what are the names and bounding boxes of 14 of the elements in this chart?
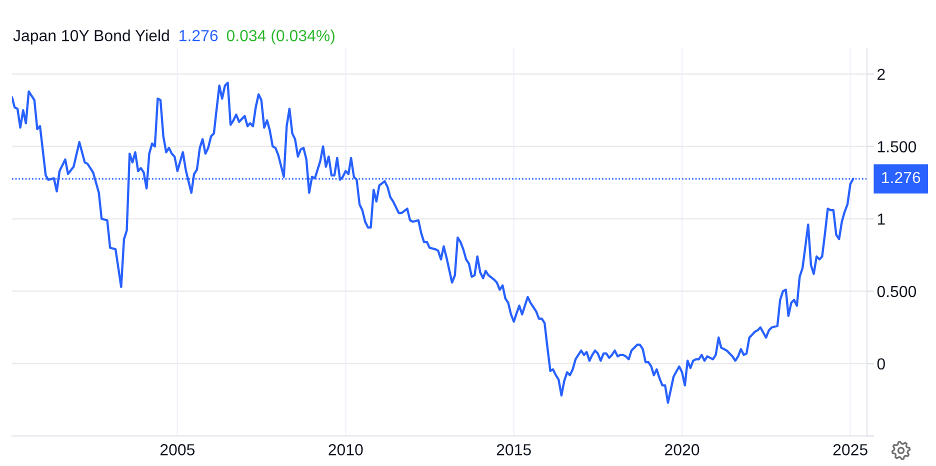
y-tick-label: 0.500 <box>877 286 916 298</box>
y-tick-label: 1.500 <box>878 141 916 152</box>
x-tick-label: 2005 <box>160 444 195 456</box>
ref-line-label: 1.276 <box>882 172 920 184</box>
y-tick-label: 0 <box>877 358 885 370</box>
text: 0.034 (0.034%) <box>226 30 334 44</box>
y-tick-label: 2 <box>878 68 885 80</box>
x-tick-label: 2010 <box>328 444 363 456</box>
chart-title: Japan 10Y Bond Yield <box>13 30 169 44</box>
y-tick-label: 1 <box>878 214 885 225</box>
x-tick-label: 2015 <box>496 444 531 456</box>
text: 1.276 <box>180 30 218 42</box>
x-tick-label: 2020 <box>665 444 700 456</box>
x-tick-label: 2025 <box>833 444 868 456</box>
